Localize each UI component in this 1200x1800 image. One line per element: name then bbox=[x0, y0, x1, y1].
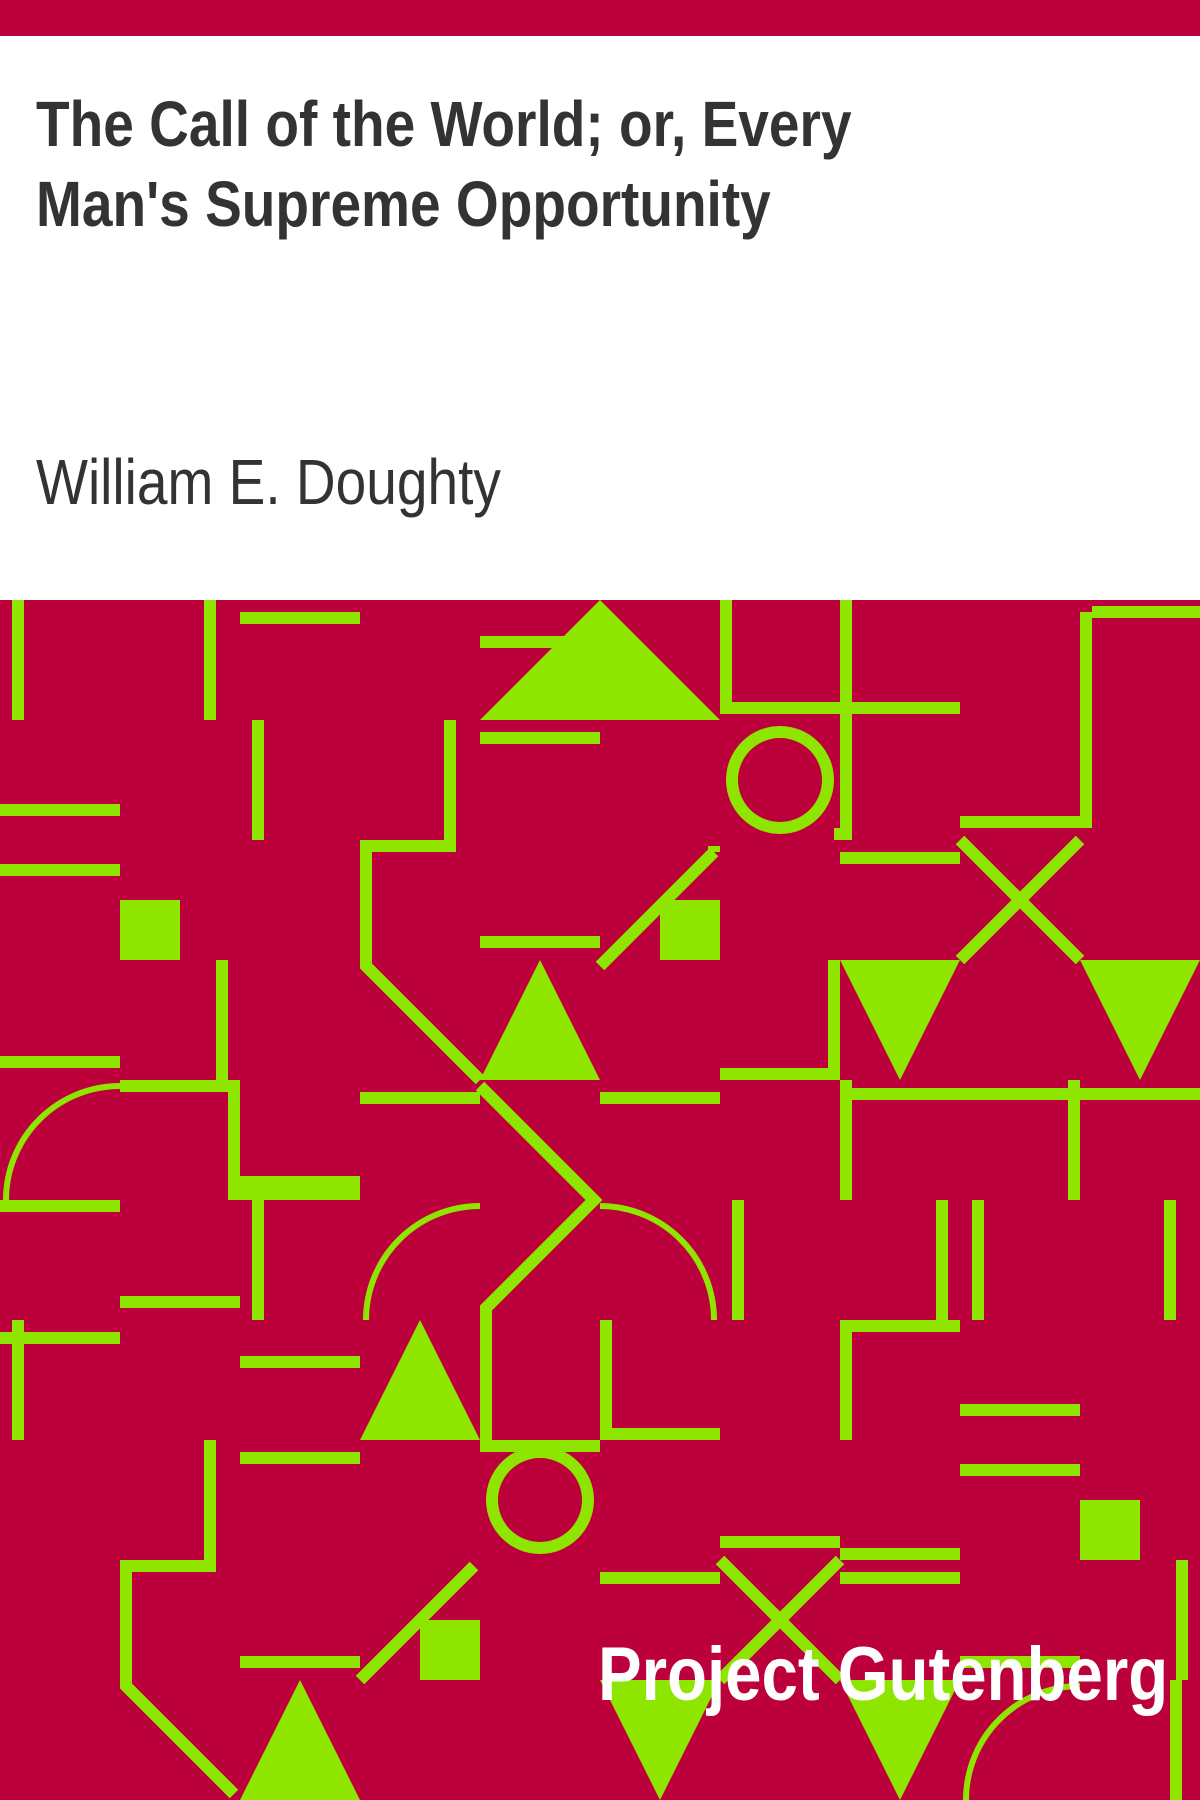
pattern-line bbox=[480, 936, 600, 948]
pattern-arc bbox=[3, 1083, 121, 1201]
pattern-square bbox=[420, 1620, 480, 1680]
pattern-line bbox=[0, 1332, 120, 1344]
pattern-line bbox=[600, 1428, 720, 1440]
pattern-line bbox=[1068, 1080, 1080, 1200]
pattern-diagonal bbox=[955, 835, 1085, 965]
cover-pattern bbox=[0, 600, 1200, 1800]
pattern-circle bbox=[486, 1446, 594, 1554]
pattern-square bbox=[120, 900, 180, 960]
pattern-zigzag bbox=[475, 1081, 603, 1320]
pattern-line bbox=[720, 1536, 840, 1548]
pattern-line bbox=[720, 1068, 840, 1080]
pattern-line bbox=[600, 1320, 612, 1440]
pattern-triangle-down bbox=[840, 960, 960, 1080]
pattern-line bbox=[960, 816, 1080, 828]
pattern-triangle-up bbox=[480, 600, 720, 720]
pattern-bracket bbox=[120, 1080, 360, 1200]
pattern-line bbox=[216, 960, 228, 1080]
pattern-line bbox=[960, 1656, 1080, 1668]
pattern-line bbox=[240, 1452, 360, 1464]
pattern-bracket bbox=[840, 1080, 1200, 1100]
pattern-line bbox=[960, 1464, 1080, 1476]
pattern-diagonal bbox=[715, 1555, 845, 1685]
pattern-line bbox=[204, 600, 216, 720]
pattern-line bbox=[0, 864, 120, 876]
pattern-arc bbox=[363, 1203, 481, 1321]
pattern-bracket bbox=[480, 1320, 600, 1452]
pattern-line bbox=[840, 600, 852, 840]
pattern-line bbox=[240, 612, 360, 624]
pattern-square bbox=[660, 900, 720, 960]
pattern-line bbox=[600, 1572, 720, 1584]
pattern-bracket bbox=[120, 1560, 239, 1799]
pattern-line bbox=[936, 1200, 948, 1320]
pattern-triangle-up bbox=[480, 960, 600, 1080]
pattern-triangle-up bbox=[240, 1680, 360, 1800]
pattern-arc bbox=[599, 1203, 717, 1321]
pattern-line bbox=[600, 1092, 720, 1104]
pattern-line bbox=[840, 852, 960, 864]
pattern-diagonal bbox=[355, 1561, 479, 1685]
pattern-line bbox=[840, 1572, 960, 1584]
pattern-triangle-up bbox=[360, 1320, 480, 1440]
pattern-line bbox=[840, 1080, 852, 1200]
pattern-bracket bbox=[720, 600, 960, 714]
pattern-line bbox=[0, 1200, 120, 1212]
pattern-line bbox=[828, 960, 840, 1080]
pattern-line bbox=[480, 732, 600, 744]
pattern-circle bbox=[726, 726, 834, 834]
pattern-square bbox=[1080, 1500, 1140, 1560]
book-author: William E. Doughty bbox=[36, 446, 501, 518]
pattern-line bbox=[252, 1200, 264, 1320]
pattern-line bbox=[1164, 1200, 1176, 1320]
title-area bbox=[0, 36, 1200, 600]
pattern-line bbox=[240, 1176, 360, 1188]
pattern-triangle-down bbox=[1080, 960, 1200, 1080]
pattern-triangle-down bbox=[840, 1680, 960, 1800]
pattern-diagonal bbox=[595, 847, 719, 971]
pattern-line bbox=[240, 1656, 360, 1668]
pattern-line bbox=[972, 1200, 984, 1320]
pattern-line bbox=[12, 600, 24, 720]
pattern-line bbox=[240, 1356, 360, 1368]
top-color-bar bbox=[0, 0, 1200, 36]
pattern-line bbox=[12, 1320, 24, 1440]
pattern-line bbox=[1176, 1560, 1188, 1680]
pattern-line bbox=[0, 804, 120, 816]
pattern-triangle-down bbox=[600, 1680, 720, 1800]
pattern-line bbox=[0, 1056, 120, 1068]
pattern-line bbox=[360, 1092, 480, 1104]
pattern-bracket bbox=[840, 1320, 960, 1440]
pattern-line bbox=[252, 720, 264, 840]
pattern-line bbox=[444, 720, 456, 840]
pattern-line bbox=[204, 1440, 216, 1560]
pattern-line bbox=[732, 1200, 744, 1320]
publisher-name: Project Gutenberg bbox=[598, 1632, 1169, 1717]
pattern-bracket bbox=[360, 840, 485, 1085]
pattern-line bbox=[120, 1296, 240, 1308]
book-title: The Call of the World; or, Every Man's S… bbox=[36, 88, 852, 240]
pattern-line bbox=[840, 1548, 960, 1560]
pattern-arc bbox=[963, 1683, 1081, 1800]
pattern-line bbox=[960, 1404, 1080, 1416]
pattern-line bbox=[1080, 612, 1092, 828]
pattern-shapes bbox=[0, 600, 1200, 1800]
